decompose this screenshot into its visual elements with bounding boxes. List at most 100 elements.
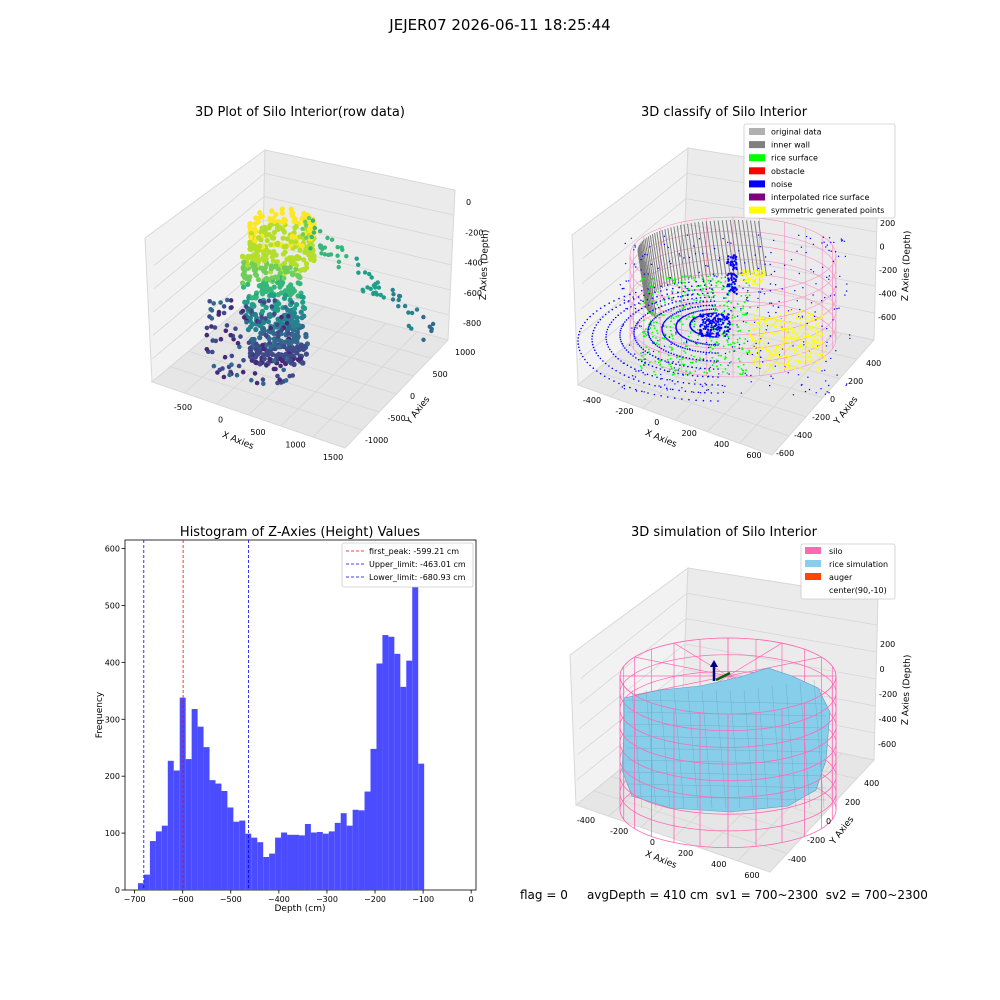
- noise-point: [711, 288, 713, 290]
- noise-point: [727, 330, 730, 333]
- inner-wall-point: [638, 244, 648, 300]
- noise-point: [704, 296, 706, 299]
- rice-surface-point: [681, 323, 684, 326]
- symmetric-point: [815, 332, 818, 334]
- data-point: [292, 306, 298, 312]
- data-point: [303, 219, 308, 224]
- noise-point: [736, 315, 739, 317]
- symmetric-point: [753, 346, 756, 349]
- noise-point: [825, 360, 827, 363]
- noise-point: [717, 344, 719, 346]
- symmetric-point: [794, 360, 797, 363]
- symmetric-point: [804, 319, 807, 322]
- data-point: [257, 210, 263, 216]
- symmetric-point: [767, 318, 770, 321]
- symmetric-point: [801, 348, 804, 351]
- noise-point: [665, 310, 667, 312]
- noise-point: [684, 314, 687, 317]
- noise-point: [617, 314, 619, 317]
- noise-point: [670, 341, 672, 343]
- noise-point: [710, 284, 713, 286]
- rice-surface-point: [657, 291, 659, 293]
- noise-point: [641, 390, 643, 393]
- data-point: [261, 300, 267, 305]
- noise-point: [634, 388, 637, 391]
- symmetric-point: [762, 342, 765, 345]
- data-point: [430, 321, 436, 327]
- z-tick-label: -600: [464, 289, 482, 298]
- symmetric-point: [806, 311, 809, 314]
- symmetric-point: [756, 283, 759, 286]
- rice-surface-point: [711, 278, 714, 280]
- noise-point: [709, 360, 712, 362]
- rice-surface-point: [653, 327, 656, 329]
- noise-point: [638, 325, 641, 327]
- rice-surface-point: [688, 315, 690, 318]
- noise-point: [694, 350, 696, 352]
- symmetric-point: [808, 360, 811, 363]
- noise-point: [688, 357, 691, 360]
- noise-point: [663, 299, 666, 301]
- noise-point: [684, 390, 687, 393]
- noise-point: [728, 338, 730, 340]
- noise-point: [701, 292, 704, 295]
- data-point: [288, 260, 294, 266]
- noise-point: [808, 388, 811, 391]
- rice-surface-point: [720, 277, 723, 279]
- rice-surface-point: [702, 287, 704, 290]
- noise-point: [623, 374, 626, 376]
- z-tick-label: -800: [463, 319, 481, 328]
- symmetric-point: [775, 316, 778, 319]
- rice-surface-point: [695, 360, 697, 363]
- noise-point: [710, 392, 713, 394]
- z-tick-label: 0: [880, 243, 885, 252]
- noise-point: [642, 300, 644, 303]
- symmetric-point: [814, 352, 817, 355]
- symmetric-point: [766, 349, 769, 352]
- inner-wall-point: [737, 219, 747, 276]
- noise-point: [632, 313, 634, 315]
- noise-point: [792, 345, 794, 347]
- mesh-line: [625, 747, 827, 753]
- inner-wall-point: [638, 246, 648, 302]
- grid-line: [684, 643, 877, 680]
- noise-point: [623, 287, 625, 290]
- symmetric-point: [755, 321, 757, 324]
- y-tick-label: 500: [433, 370, 448, 379]
- data-point: [325, 235, 330, 241]
- noise-point: [729, 362, 731, 364]
- noise-point: [715, 361, 718, 363]
- legend-swatch: [749, 167, 765, 175]
- data-point: [241, 315, 247, 320]
- z-axis-label: Z Axies (Depth): [901, 231, 913, 302]
- panel-title: 3D classify of Silo Interior: [641, 105, 808, 120]
- data-point: [295, 322, 301, 328]
- data-point: [373, 285, 378, 290]
- histogram-bar: [376, 663, 383, 890]
- symmetric-point: [813, 320, 815, 323]
- x-axis-label: X Axies: [643, 428, 678, 450]
- rice-surface-point: [681, 358, 684, 360]
- noise-point: [702, 343, 704, 345]
- data-point: [272, 274, 278, 280]
- noise-point: [661, 326, 663, 329]
- rice-surface-point: [700, 274, 703, 277]
- rice-surface-point: [744, 294, 747, 297]
- symmetric-point: [748, 281, 751, 284]
- data-point: [335, 253, 340, 258]
- noise-point: [800, 246, 803, 248]
- rice-surface-point: [722, 345, 725, 348]
- noise-point: [651, 365, 654, 368]
- histogram-bars: [137, 561, 425, 890]
- noise-point: [714, 323, 717, 326]
- noise-point: [710, 312, 712, 315]
- noise-point: [714, 352, 716, 354]
- symmetric-point: [811, 345, 814, 348]
- symmetric-point: [773, 325, 776, 328]
- data-point: [276, 280, 282, 286]
- data-point: [318, 243, 324, 249]
- z-tick-label: -200: [465, 228, 483, 237]
- noise-point: [686, 374, 689, 376]
- noise-point: [682, 290, 685, 293]
- rice-surface-point: [692, 277, 695, 279]
